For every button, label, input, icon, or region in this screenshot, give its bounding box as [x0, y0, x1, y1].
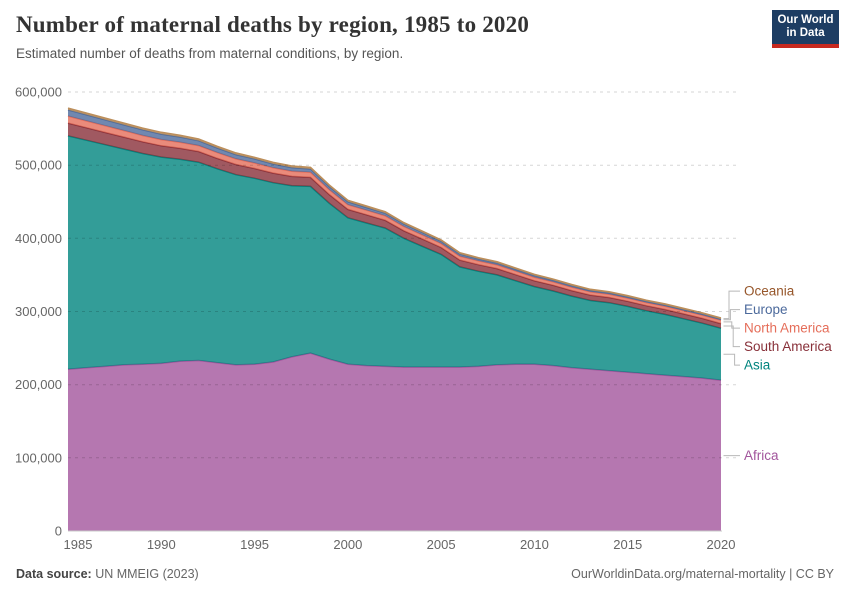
owid-logo-line1: Our World [777, 14, 834, 26]
x-tick-label: 2010 [520, 537, 549, 552]
x-tick-label: 2005 [427, 537, 456, 552]
x-tick-label: 1985 [64, 537, 93, 552]
y-tick-label: 400,000 [15, 231, 62, 246]
owid-logo-line2: in Data [786, 27, 825, 39]
area-topline-oceania [67, 107, 722, 319]
legend-connector-europe [723, 309, 740, 321]
x-tick-label: 2015 [613, 537, 642, 552]
y-tick-label: 200,000 [15, 377, 62, 392]
legend-connector-south-america [723, 325, 740, 348]
legend-connector-asia [723, 353, 740, 366]
legend-label-oceania[interactable]: Oceania [744, 284, 795, 299]
y-tick-label: 600,000 [15, 85, 62, 100]
owid-citation-link[interactable]: OurWorldinData.org/maternal-mortality | … [571, 567, 834, 581]
y-tick-label: 0 [55, 524, 62, 539]
y-tick-label: 100,000 [15, 450, 62, 465]
chart-subtitle: Estimated number of deaths from maternal… [16, 46, 404, 61]
legend-connector-north-america [723, 321, 740, 329]
legend-label-south-america[interactable]: South America [744, 339, 832, 354]
data-source-note: Data source: UN MMEIG (2023) [16, 567, 199, 581]
data-source-value: UN MMEIG (2023) [91, 567, 199, 581]
data-source-label: Data source: [16, 567, 92, 581]
legend-label-asia[interactable]: Asia [744, 358, 771, 373]
area-europe[interactable] [68, 109, 721, 321]
legend-label-north-america[interactable]: North America [744, 321, 830, 336]
area-asia[interactable] [68, 135, 721, 381]
x-tick-label: 1995 [240, 537, 269, 552]
x-tick-label: 2000 [333, 537, 362, 552]
y-tick-label: 500,000 [15, 158, 62, 173]
legend-label-africa[interactable]: Africa [744, 448, 779, 463]
area-africa[interactable] [68, 353, 721, 531]
y-tick-label: 300,000 [15, 304, 62, 319]
legend-connector-oceania [723, 290, 740, 320]
x-tick-label: 1990 [147, 537, 176, 552]
owid-logo[interactable]: Our World in Data [772, 10, 839, 48]
x-tick-label: 2020 [707, 537, 736, 552]
footer: Data source: UN MMEIG (2023) OurWorldinD… [16, 567, 834, 581]
legend-label-europe[interactable]: Europe [744, 302, 788, 317]
area-north-america[interactable] [68, 116, 721, 324]
chart-title: Number of maternal deaths by region, 198… [16, 12, 530, 37]
